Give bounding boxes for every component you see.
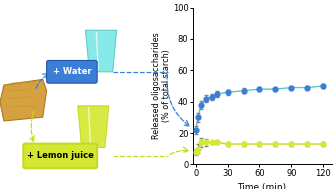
Polygon shape [78,106,109,147]
Polygon shape [85,30,117,72]
Text: + Lemon juice: + Lemon juice [27,151,94,160]
FancyBboxPatch shape [23,144,97,168]
FancyBboxPatch shape [47,60,97,83]
Text: + Water: + Water [53,67,91,76]
X-axis label: Time (min): Time (min) [238,183,287,189]
Polygon shape [0,79,47,121]
Y-axis label: Released oligosaccharides
(% of total starch): Released oligosaccharides (% of total st… [152,33,171,139]
